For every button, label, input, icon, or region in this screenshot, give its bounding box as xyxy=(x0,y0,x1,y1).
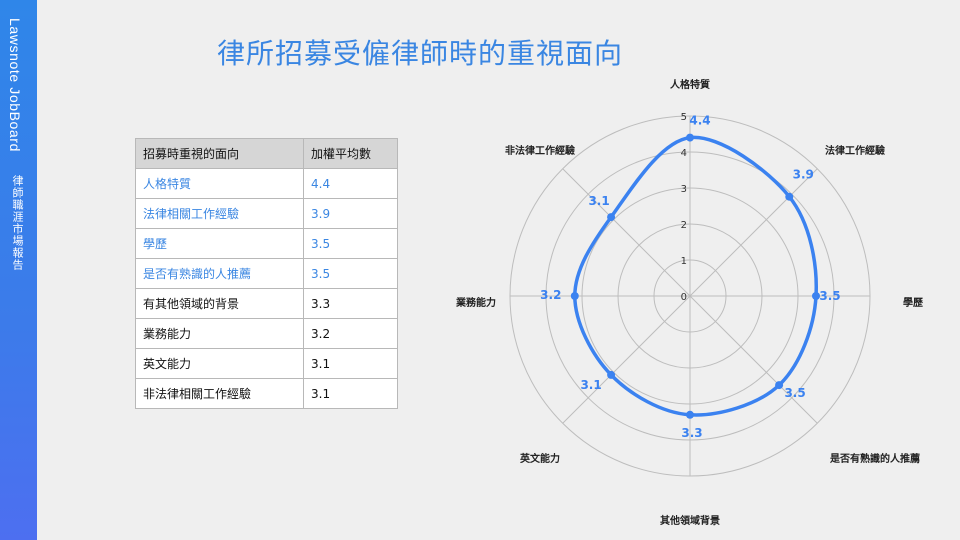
sidebar: Lawsnote JobBoard 律師職涯市場報告 xyxy=(0,0,37,540)
data-point xyxy=(570,292,579,300)
data-point xyxy=(686,410,694,419)
report-subtitle: 律師職涯市場報告 xyxy=(11,175,24,271)
data-value-label: 3.5 xyxy=(784,386,805,400)
average-cell: 4.4 xyxy=(303,168,398,199)
radar-chart: 0 1 2 3 4 5 4.4 3.9 3.5 3.5 3.3 3.1 3.2 3.1 人格特質法律工作經驗… xyxy=(455,78,923,527)
column-header-aspect: 招募時重視的面向 xyxy=(135,138,304,169)
grid-spoke xyxy=(562,295,691,424)
data-point xyxy=(607,213,616,222)
average-cell: 3.9 xyxy=(303,198,398,229)
data-value-label: 3.9 xyxy=(793,168,814,182)
table-row: 非法律相關工作經驗 3.1 xyxy=(135,378,398,409)
grid-spoke xyxy=(562,168,691,297)
data-point xyxy=(785,192,794,201)
weighted-average-table: 招募時重視的面向 加權平均數 人格特質 4.4 法律相關工作經驗 3.9 學歷 3.5 是否… xyxy=(135,138,398,409)
average-cell: 3.1 xyxy=(303,378,398,409)
aspect-cell: 學歷 xyxy=(135,228,304,259)
data-point xyxy=(607,370,616,379)
category-label: 業務能力 xyxy=(455,296,496,309)
table-row: 業務能力 3.2 xyxy=(135,318,398,349)
radial-tick-label: 5 xyxy=(681,112,687,123)
data-value-label: 4.4 xyxy=(689,114,710,128)
column-header-average: 加權平均數 xyxy=(303,138,398,169)
category-label: 是否有熟識的人推薦 xyxy=(829,452,920,465)
data-point xyxy=(775,381,784,390)
data-point xyxy=(812,292,820,300)
data-value-label: 3.1 xyxy=(588,194,609,208)
brand-name: Lawsnote JobBoard xyxy=(7,18,23,152)
table-row: 有其他領域的背景 3.3 xyxy=(135,288,398,319)
radial-tick-label: 2 xyxy=(681,220,687,231)
average-cell: 3.1 xyxy=(303,348,398,379)
page-title: 律所招募受僱律師時的重視面向 xyxy=(217,37,624,70)
category-label: 非法律工作經驗 xyxy=(505,144,575,157)
data-value-label: 3.5 xyxy=(819,289,840,303)
average-cell: 3.5 xyxy=(303,258,398,289)
radial-tick-label: 1 xyxy=(681,256,687,267)
aspect-cell: 有其他領域的背景 xyxy=(135,288,304,319)
data-value-label: 3.2 xyxy=(540,288,561,302)
aspect-cell: 法律相關工作經驗 xyxy=(135,198,304,229)
table-row: 是否有熟識的人推薦 3.5 xyxy=(135,258,398,289)
data-point xyxy=(686,133,694,142)
aspect-cell: 英文能力 xyxy=(135,348,304,379)
table-row: 英文能力 3.1 xyxy=(135,348,398,379)
aspect-cell: 業務能力 xyxy=(135,318,304,349)
average-cell: 3.3 xyxy=(303,288,398,319)
category-label: 學歷 xyxy=(903,296,923,309)
table-row: 法律相關工作經驗 3.9 xyxy=(135,198,398,229)
data-value-label: 3.3 xyxy=(681,426,702,440)
aspect-cell: 是否有熟識的人推薦 xyxy=(135,258,304,289)
category-label: 人格特質 xyxy=(670,78,710,91)
aspect-cell: 非法律相關工作經驗 xyxy=(135,378,304,409)
category-label: 英文能力 xyxy=(519,452,560,465)
radial-tick-label: 3 xyxy=(681,184,687,195)
radial-tick-label: 4 xyxy=(681,148,687,159)
radial-tick-label: 0 xyxy=(681,292,687,303)
grid-spoke xyxy=(689,295,818,424)
aspect-cell: 人格特質 xyxy=(135,168,304,199)
category-label: 法律工作經驗 xyxy=(825,144,885,157)
average-cell: 3.5 xyxy=(303,228,398,259)
table-body: 人格特質 4.4 法律相關工作經驗 3.9 學歷 3.5 是否有熟識的人推薦 3.5 有其他領域… xyxy=(135,168,398,409)
table-row: 學歷 3.5 xyxy=(135,228,398,259)
table-row: 人格特質 4.4 xyxy=(135,168,398,199)
average-cell: 3.2 xyxy=(303,318,398,349)
grid-spoke xyxy=(689,168,818,297)
data-value-label: 3.1 xyxy=(580,378,601,392)
category-label: 其他領域背景 xyxy=(660,514,720,527)
series-line xyxy=(573,135,818,417)
table-header-row: 招募時重視的面向 加權平均數 xyxy=(135,138,398,169)
